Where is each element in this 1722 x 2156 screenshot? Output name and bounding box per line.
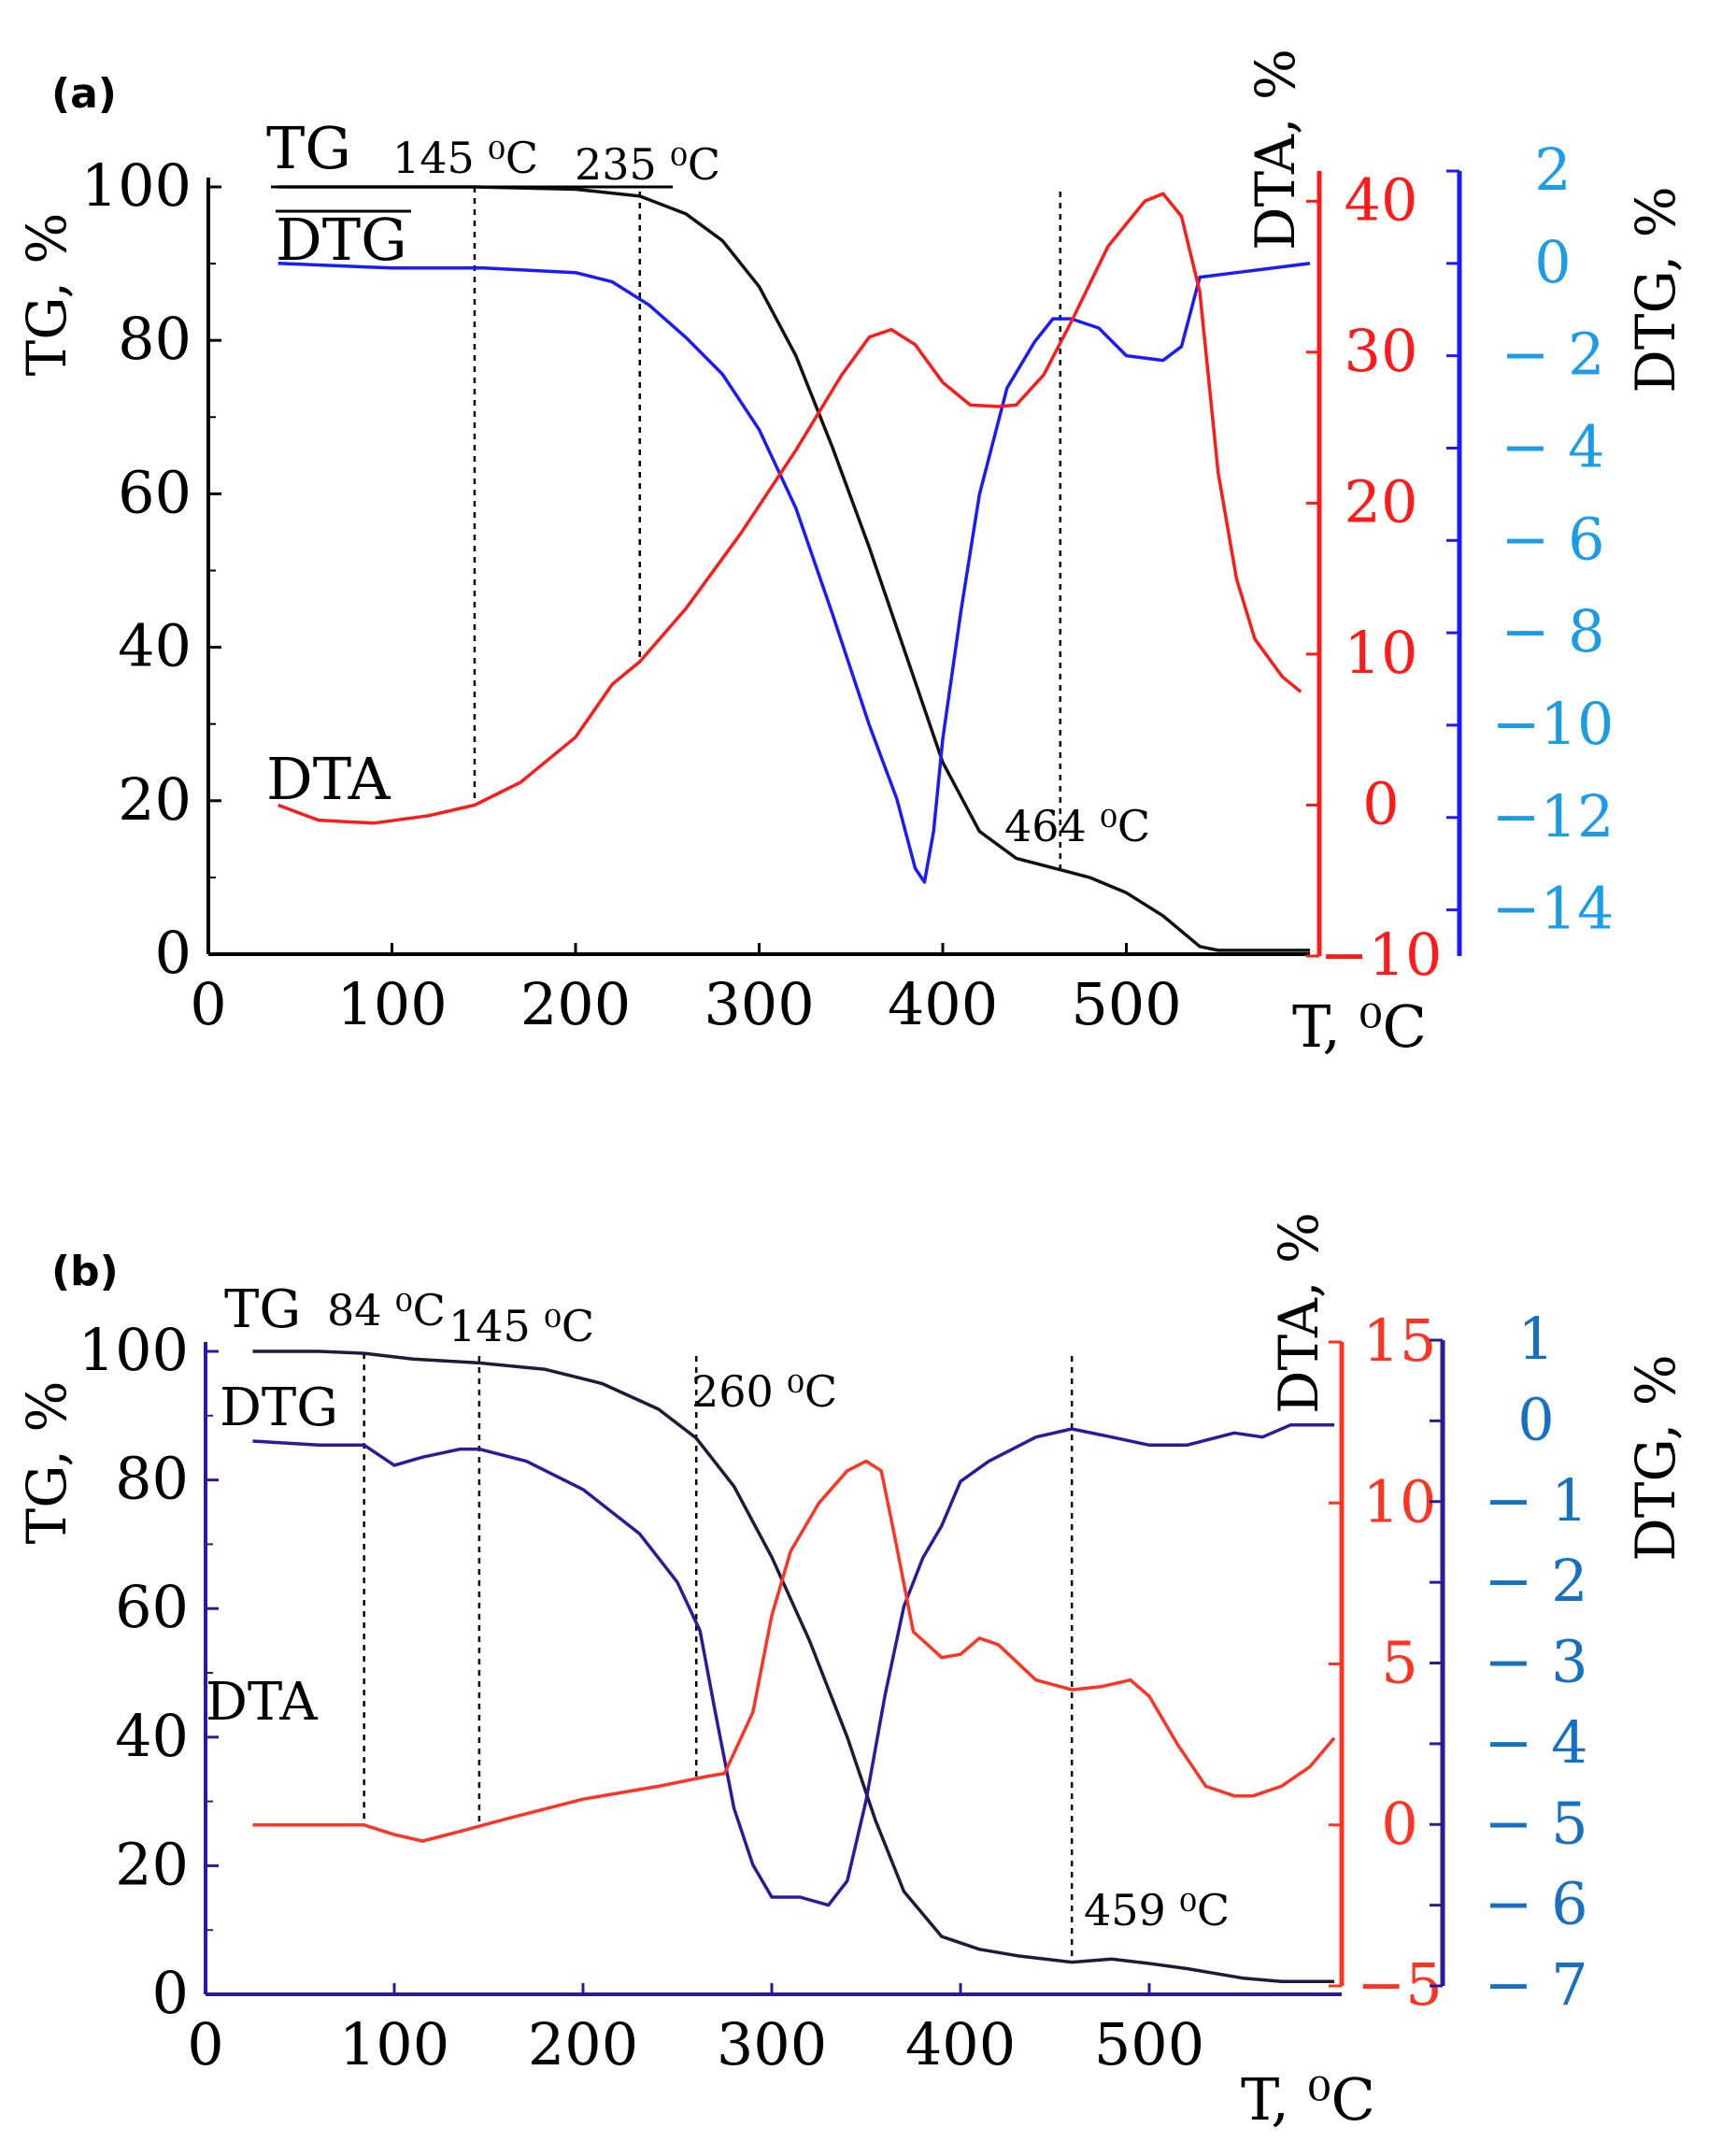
tg-tick-label: 20 <box>115 1830 189 1898</box>
dta-tick-label: 30 <box>1345 317 1418 385</box>
dtg-axis-label: DTG, % <box>1624 186 1687 393</box>
series-dta-line <box>278 192 1302 825</box>
tg-tick-label: 60 <box>118 458 192 526</box>
temperature-annotation: 459 ⁰C <box>1084 1885 1230 1935</box>
dtg-tick-label: − 8 <box>1501 597 1604 665</box>
series-dtg-line <box>252 1422 1334 1907</box>
dta-tick-label: 40 <box>1345 165 1418 234</box>
x-tick-label: 200 <box>528 2010 638 2078</box>
series-tg-line <box>278 185 1310 952</box>
temperature-annotation: 464 ⁰C <box>1004 801 1150 851</box>
x-axis-label: T, ⁰C <box>1292 992 1427 1061</box>
dta-tick-label: −5 <box>1357 1950 1442 2019</box>
tg-tick-label: 80 <box>115 1445 189 1513</box>
x-tick-label: 0 <box>190 970 226 1038</box>
tg-tick-label: 80 <box>118 305 192 373</box>
dtg-tick-label: − 6 <box>1501 505 1604 573</box>
x-tick-label: 100 <box>339 2010 449 2078</box>
dta-axis-label: DTA, % <box>1267 1212 1331 1414</box>
x-tick-label: 500 <box>1094 2010 1204 2078</box>
tg-tick-label: 60 <box>115 1573 189 1641</box>
x-tick-label: 500 <box>1071 970 1181 1038</box>
dta-tick-label: 0 <box>1381 1790 1417 1858</box>
temperature-annotation: 260 ⁰C <box>691 1366 837 1417</box>
temperature-annotation: 84 ⁰C <box>327 1285 446 1335</box>
tg-axis-label: TG, % <box>15 1381 78 1545</box>
dta-axis-label: DTA, % <box>1244 49 1307 250</box>
curve-label-dta: DTA <box>206 1672 318 1733</box>
series-dtg-line <box>278 262 1311 884</box>
dtg-tick-label: 0 <box>1534 228 1571 296</box>
dtg-tick-label: − 7 <box>1484 1950 1587 2019</box>
x-tick-label: 200 <box>520 970 631 1038</box>
curve-label-tg: TG <box>266 114 351 182</box>
x-tick-label: 400 <box>888 970 998 1038</box>
tg-tick-label: 100 <box>81 151 192 220</box>
temperature-annotation: 235 ⁰C <box>575 139 720 190</box>
dtg-tick-label: − 1 <box>1484 1466 1587 1535</box>
dtg-tick-label: −10 <box>1492 690 1615 758</box>
dtg-tick-label: − 2 <box>1501 321 1604 389</box>
dtg-axis-label: DTG, % <box>1624 1354 1687 1561</box>
curve-label-dtg: DTG <box>220 1378 338 1438</box>
tg-tick-label: 20 <box>118 765 192 834</box>
dtg-tick-label: − 6 <box>1484 1870 1587 1938</box>
dta-tick-label: 10 <box>1363 1467 1437 1535</box>
x-axis-label: T, ⁰C <box>1241 2065 1375 2134</box>
dta-tick-label: −10 <box>1320 921 1443 989</box>
dtg-tick-label: −12 <box>1492 782 1615 850</box>
dtg-tick-label: 2 <box>1534 136 1571 204</box>
curve-label-dta: DTA <box>266 745 391 813</box>
dtg-tick-label: − 2 <box>1484 1547 1587 1615</box>
dtg-tick-label: − 5 <box>1484 1789 1587 1857</box>
x-tick-label: 400 <box>905 2010 1016 2078</box>
dtg-tick-label: 0 <box>1517 1385 1554 1453</box>
x-tick-label: 300 <box>717 2010 827 2078</box>
dtg-tick-label: − 4 <box>1484 1708 1587 1777</box>
temperature-annotation: 145 ⁰C <box>392 133 538 183</box>
dta-tick-label: 0 <box>1362 769 1399 837</box>
panel-label: (a) <box>51 70 117 118</box>
series-tg-line <box>252 1349 1334 1983</box>
x-tick-label: 0 <box>187 2010 223 2078</box>
tg-tick-label: 40 <box>115 1702 189 1770</box>
tg-axis-label: TG, % <box>15 213 78 377</box>
tg-tick-label: 40 <box>118 612 192 680</box>
x-tick-label: 100 <box>336 970 447 1038</box>
dta-tick-label: 10 <box>1345 619 1418 687</box>
dta-tick-label: 5 <box>1381 1629 1417 1697</box>
curve-label-tg: TG <box>224 1279 301 1340</box>
dtg-tick-label: − 4 <box>1501 412 1604 480</box>
dtg-tick-label: 1 <box>1517 1305 1554 1373</box>
dtg-tick-label: −14 <box>1492 875 1615 943</box>
tg-tick-label: 0 <box>152 1959 189 2027</box>
panel-label: (b) <box>51 1248 119 1295</box>
dta-tick-label: 20 <box>1345 467 1418 535</box>
tg-tick-label: 100 <box>78 1316 189 1384</box>
x-tick-label: 300 <box>704 970 814 1038</box>
dta-tick-label: 15 <box>1363 1306 1437 1375</box>
series-dta-line <box>252 1459 1336 1843</box>
dtg-tick-label: − 3 <box>1484 1628 1587 1696</box>
curve-label-dtg: DTG <box>276 206 407 274</box>
tg-tick-label: 0 <box>155 919 192 987</box>
temperature-annotation: 145 ⁰C <box>448 1301 594 1351</box>
